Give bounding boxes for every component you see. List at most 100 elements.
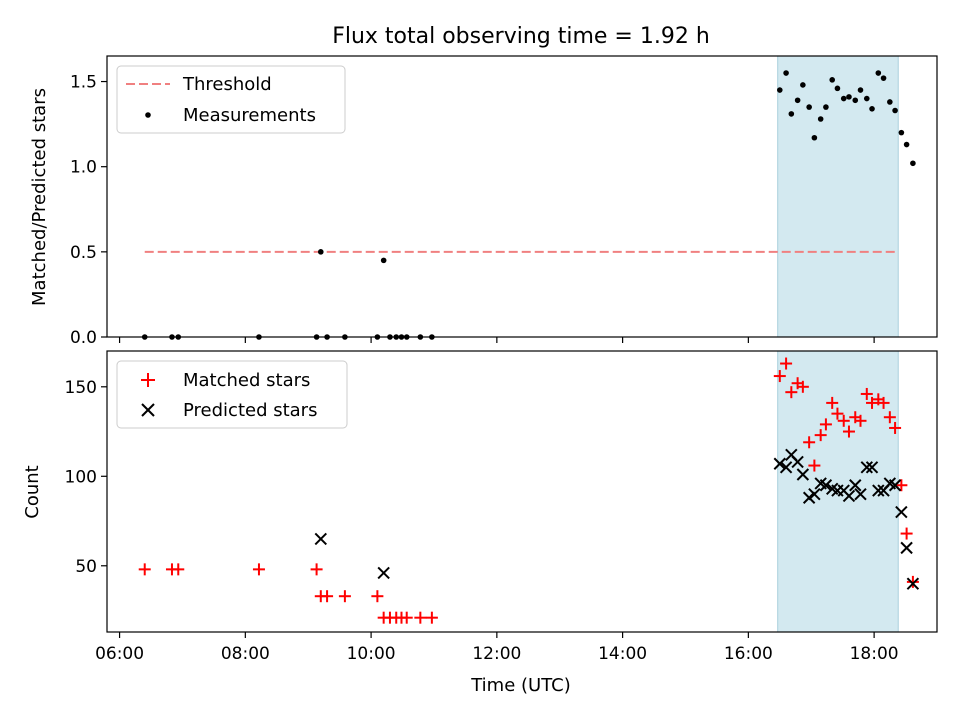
count-y-ticks: 50 100 150 [65, 378, 107, 577]
matched-star-marker [900, 527, 913, 540]
count-panel: 50 100 150 06:00 08:00 10:00 12:00 14:00 16:00 1… [22, 350, 938, 696]
matched-star-marker [400, 611, 413, 624]
measurement-point [887, 99, 893, 105]
marker-stroke [796, 468, 810, 481]
legend-measurements-label: Measurements [183, 105, 316, 126]
matched-star-marker [842, 425, 855, 438]
measurement-point [823, 104, 829, 110]
legend-matched-swatch [141, 373, 155, 387]
predicted-star-marker [849, 479, 862, 492]
ratio-panel: 0.0 0.5 1.0 1.5 Matched/Predicted stars Thr… [29, 55, 938, 348]
count-y-axis-label: Count [22, 465, 43, 518]
matched-star-marker [321, 590, 334, 603]
matched-star-marker [895, 479, 908, 492]
marker-stroke [888, 479, 902, 492]
matched-star-marker [414, 611, 427, 624]
matched-star-marker [819, 418, 832, 431]
measurement-point [783, 70, 789, 76]
ratio-x-ticks [118, 337, 875, 343]
count-legend: Matched stars Predicted stars [116, 360, 348, 429]
measurement-point [852, 97, 859, 104]
predicted-star-marker [900, 541, 913, 555]
predicted-star-marker [796, 468, 810, 481]
measurement-point [829, 77, 836, 83]
matched-star-marker [889, 421, 902, 434]
y-tick-label: 1.5 [70, 73, 97, 93]
measurement-point [898, 129, 905, 136]
measurement-point [834, 85, 841, 92]
matched-star-marker [906, 575, 919, 588]
x-tick-label: 06:00 [95, 644, 144, 664]
matched-star-marker [854, 414, 867, 427]
matched-star-marker [860, 387, 873, 400]
predicted-star-marker [808, 487, 821, 501]
matched-star-marker [883, 411, 896, 424]
measurement-point [317, 249, 324, 255]
matched-star-marker [371, 590, 384, 603]
predicted-star-marker [895, 505, 908, 519]
predicted-star-marker [819, 479, 833, 492]
measurement-point [875, 70, 882, 76]
predicted-star-marker [377, 566, 390, 580]
x-tick-label: 14:00 [598, 644, 647, 664]
count-x-ticks: 06:00 08:00 10:00 12:00 14:00 16:00 18:00 [95, 632, 899, 664]
matched-star-marker [831, 407, 844, 420]
marker-stroke [808, 487, 821, 501]
matched-star-marker [785, 386, 798, 399]
x-tick-label: 10:00 [347, 644, 396, 664]
marker-stroke [895, 505, 908, 519]
measurement-point [857, 87, 864, 93]
x-tick-label: 08:00 [221, 644, 270, 664]
measurement-point [869, 105, 875, 112]
marker-stroke [814, 477, 827, 490]
predicted-star-marker [773, 457, 787, 470]
marker-stroke [773, 457, 787, 470]
matched-star-marker [796, 380, 809, 393]
predicted-star-marker [779, 461, 793, 474]
predicted-star-marker [791, 455, 804, 469]
marker-stroke [842, 489, 856, 503]
marker-stroke [791, 455, 804, 469]
measurement-point [910, 160, 916, 167]
marker-stroke [849, 479, 862, 492]
measurement-point [817, 116, 824, 122]
matched-star-marker [808, 459, 821, 472]
count-panel-frame [106, 350, 938, 633]
marker-stroke [883, 477, 897, 490]
measurement-point [840, 95, 847, 102]
marker-stroke [825, 482, 839, 496]
matched-star-marker [866, 396, 879, 409]
measurement-point [806, 104, 812, 110]
measurement-point [380, 257, 387, 264]
matched-star-marker [780, 357, 793, 370]
marker-stroke [854, 487, 867, 501]
measurement-point [846, 94, 852, 100]
x-tick-label: 16:00 [724, 644, 773, 664]
predicted-star-marker [314, 532, 327, 546]
marker-stroke [802, 491, 816, 504]
y-tick-label: 0.5 [70, 243, 97, 263]
measurement-point [892, 107, 898, 114]
legend-predicted-label: Predicted stars [183, 400, 317, 421]
y-tick-label: 0.0 [70, 328, 97, 348]
predicted-star-marker [842, 489, 856, 503]
matched-star-marker [803, 436, 816, 449]
x-tick-label: 12:00 [472, 644, 521, 664]
measurement-point [788, 111, 795, 117]
matched-star-marker [252, 563, 265, 576]
legend-matched-label: Matched stars [183, 370, 310, 391]
legend-threshold-label: Threshold [182, 74, 272, 95]
matched-star-marker [172, 563, 185, 576]
measurement-point [903, 141, 910, 148]
marker-stroke [785, 448, 798, 462]
predicted-star-marker [854, 487, 867, 501]
ratio-legend: Threshold Measurements [116, 65, 346, 134]
marker-stroke [819, 479, 833, 492]
predicted-star-marker [802, 491, 816, 504]
marker-stroke [860, 461, 873, 474]
ratio-legend-box [116, 65, 346, 134]
measurement-point [811, 134, 818, 141]
x-axis-label: Time (UTC) [470, 675, 571, 696]
predicted-star-markers [314, 448, 920, 590]
matched-star-marker [138, 563, 151, 576]
